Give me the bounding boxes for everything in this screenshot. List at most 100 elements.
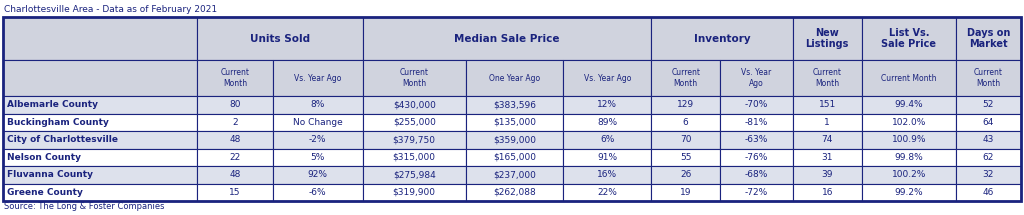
Bar [793, 96, 862, 114]
Bar [955, 114, 1021, 131]
Text: Nelson County: Nelson County [7, 153, 81, 162]
Text: 8%: 8% [310, 100, 325, 109]
Bar [272, 149, 362, 166]
Bar [793, 149, 862, 166]
Text: 80: 80 [229, 100, 241, 109]
Bar [3, 131, 198, 149]
Text: 6%: 6% [600, 135, 614, 144]
Text: 70: 70 [680, 135, 691, 144]
Bar [563, 114, 651, 131]
Text: 99.2%: 99.2% [895, 188, 923, 197]
Bar [563, 184, 651, 201]
Text: 19: 19 [680, 188, 691, 197]
Text: $135,000: $135,000 [493, 118, 536, 127]
Text: 89%: 89% [597, 118, 617, 127]
Text: 16: 16 [821, 188, 834, 197]
Text: 129: 129 [677, 100, 694, 109]
Bar [466, 114, 563, 131]
Bar [3, 166, 198, 184]
Bar [862, 60, 955, 96]
Text: 32: 32 [983, 170, 994, 179]
Bar [198, 114, 272, 131]
Text: 48: 48 [229, 135, 241, 144]
Text: 12%: 12% [597, 100, 617, 109]
Text: 92%: 92% [307, 170, 328, 179]
Text: $383,596: $383,596 [493, 100, 536, 109]
Bar [3, 149, 198, 166]
Bar [198, 184, 272, 201]
Text: City of Charlottesville: City of Charlottesville [7, 135, 118, 144]
Bar [198, 17, 362, 60]
Text: Buckingham County: Buckingham County [7, 118, 109, 127]
Bar [362, 17, 651, 60]
Text: Current Month: Current Month [881, 74, 937, 83]
Text: Albemarle County: Albemarle County [7, 100, 98, 109]
Text: Greene County: Greene County [7, 188, 83, 197]
Text: 26: 26 [680, 170, 691, 179]
Bar [563, 60, 651, 96]
Bar [3, 184, 198, 201]
Bar [466, 184, 563, 201]
Text: 22: 22 [229, 153, 241, 162]
Text: -81%: -81% [744, 118, 768, 127]
Bar [272, 96, 362, 114]
Bar [651, 131, 720, 149]
Text: Median Sale Price: Median Sale Price [455, 34, 560, 44]
Bar [198, 131, 272, 149]
Text: 151: 151 [818, 100, 836, 109]
Bar [862, 131, 955, 149]
Bar [720, 184, 793, 201]
Bar [563, 131, 651, 149]
Text: $319,900: $319,900 [393, 188, 435, 197]
Bar [563, 96, 651, 114]
Text: Source: The Long & Foster Companies: Source: The Long & Foster Companies [4, 202, 165, 211]
Text: 62: 62 [983, 153, 994, 162]
Text: $237,000: $237,000 [494, 170, 536, 179]
Text: -68%: -68% [744, 170, 768, 179]
Text: 39: 39 [821, 170, 834, 179]
Text: -2%: -2% [309, 135, 327, 144]
Text: 6: 6 [683, 118, 688, 127]
Bar [720, 166, 793, 184]
Bar [720, 60, 793, 96]
Text: Fluvanna County: Fluvanna County [7, 170, 93, 179]
Bar [720, 114, 793, 131]
Text: 91%: 91% [597, 153, 617, 162]
Text: 99.8%: 99.8% [894, 153, 924, 162]
Text: 100.9%: 100.9% [892, 135, 926, 144]
Text: -70%: -70% [744, 100, 768, 109]
Bar [362, 96, 466, 114]
Text: Vs. Year Ago: Vs. Year Ago [584, 74, 631, 83]
Text: 64: 64 [983, 118, 994, 127]
Bar [3, 17, 1021, 201]
Text: 46: 46 [983, 188, 994, 197]
Bar [720, 149, 793, 166]
Text: List Vs.
Sale Price: List Vs. Sale Price [882, 28, 936, 49]
Text: Days on
Market: Days on Market [967, 28, 1010, 49]
Bar [651, 184, 720, 201]
Text: $359,000: $359,000 [493, 135, 536, 144]
Bar [198, 60, 272, 96]
Bar [720, 131, 793, 149]
Bar [272, 184, 362, 201]
Text: 2: 2 [232, 118, 238, 127]
Text: $262,088: $262,088 [494, 188, 536, 197]
Bar [651, 149, 720, 166]
Text: 5%: 5% [310, 153, 325, 162]
Bar [362, 166, 466, 184]
Bar [955, 96, 1021, 114]
Text: New
Listings: New Listings [806, 28, 849, 49]
Bar [198, 149, 272, 166]
Bar [651, 60, 720, 96]
Bar [466, 60, 563, 96]
Bar [793, 114, 862, 131]
Bar [651, 96, 720, 114]
Text: -63%: -63% [744, 135, 768, 144]
Bar [272, 166, 362, 184]
Text: $379,750: $379,750 [393, 135, 435, 144]
Text: 43: 43 [983, 135, 994, 144]
Bar [862, 114, 955, 131]
Text: 74: 74 [821, 135, 833, 144]
Bar [3, 96, 198, 114]
Bar [198, 166, 272, 184]
